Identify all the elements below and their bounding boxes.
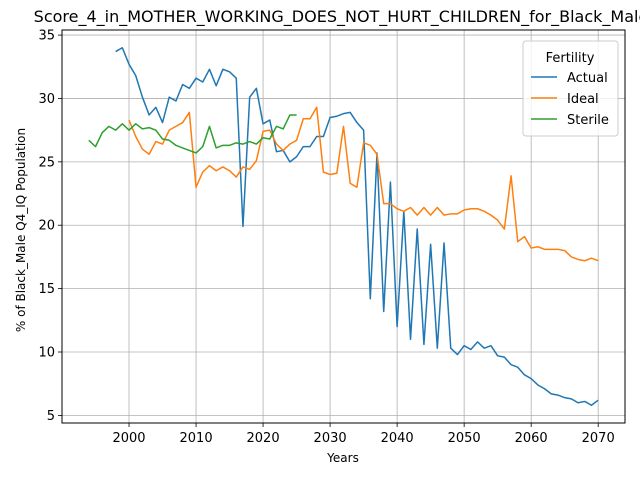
legend-box [522, 40, 619, 137]
legend-label-actual: Actual [567, 71, 608, 86]
legend-label-ideal: Ideal [567, 92, 599, 107]
series-line-ideal [128, 106, 599, 262]
series-layer [88, 47, 599, 406]
y-tick-label: 35 [38, 29, 55, 44]
legend-title: Fertility [546, 51, 595, 66]
legend-entries: Actual Ideal Sterile [531, 71, 609, 128]
legend-label-sterile: Sterile [567, 113, 609, 128]
y-tick-label: 5 [47, 409, 55, 424]
y-axis-ticks: 5 10 15 20 25 30 35 [38, 29, 62, 424]
x-tick-label: 2010 [180, 431, 213, 446]
x-tick-label: 2060 [515, 431, 548, 446]
plot-frame [61, 29, 626, 424]
y-axis-title: % of Black_Male Q4_IQ Population [14, 128, 28, 332]
x-tick-label: 2030 [314, 431, 347, 446]
series-line-sterile [88, 114, 297, 154]
x-tick-label: 2050 [448, 431, 481, 446]
x-axis-title: Years [326, 451, 359, 465]
x-tick-label: 2020 [247, 431, 280, 446]
chart-title: Score_4_in_MOTHER_WORKING_DOES_NOT_HURT_… [34, 7, 640, 27]
series-line-actual [115, 47, 599, 406]
x-tick-label: 2070 [582, 431, 615, 446]
y-tick-label: 15 [38, 282, 55, 297]
x-tick-label: 2040 [381, 431, 414, 446]
y-tick-label: 20 [38, 219, 55, 234]
x-tick-label: 2000 [112, 431, 145, 446]
y-tick-label: 10 [38, 346, 55, 361]
legend: Fertility Actual Ideal Sterile [522, 40, 619, 137]
y-tick-label: 30 [38, 92, 55, 107]
x-axis-ticks: 2000 2010 2020 2030 2040 2050 2060 2070 [112, 423, 615, 446]
y-tick-label: 25 [38, 155, 55, 170]
